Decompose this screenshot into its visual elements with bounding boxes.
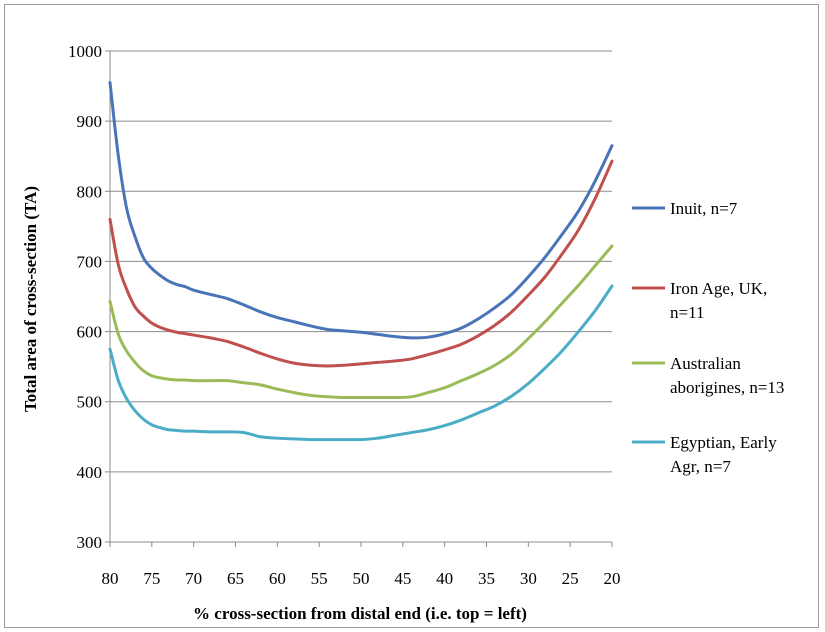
series-line-0 <box>108 81 614 340</box>
x-tick-label: 30 <box>520 569 537 588</box>
legend-label-2: Australian aborigines, n=13 <box>670 354 784 397</box>
x-tick-label: 65 <box>227 569 244 588</box>
x-tick-label: 25 <box>562 569 579 588</box>
x-tick-label: 35 <box>478 569 495 588</box>
y-tick-label: 700 <box>77 252 103 271</box>
x-tick-label: 80 <box>102 569 119 588</box>
series-line-1 <box>108 159 614 368</box>
y-tick-label: 600 <box>77 323 103 342</box>
series-line-3 <box>108 284 614 442</box>
gridlines <box>110 50 612 473</box>
y-axis-title: Total area of cross-section (TA) <box>21 186 40 412</box>
y-tick-label: 300 <box>77 533 103 552</box>
x-axis-title: % cross-section from distal end (i.e. to… <box>193 604 527 623</box>
x-tick-label: 70 <box>185 569 202 588</box>
legend-label-3: Egyptian, Early Agr, n=7 <box>670 433 777 476</box>
series-lines <box>108 81 614 442</box>
y-tick-label: 800 <box>77 182 103 201</box>
y-tick-label: 1000 <box>68 42 102 61</box>
legend-label-1: Iron Age, UK, n=11 <box>670 279 767 322</box>
series-line-2 <box>108 244 614 400</box>
axes: 300 400 500 600 700 800 900 1000 80 75 70 65 60 55 50 4… <box>68 42 621 588</box>
x-tick-label: 40 <box>436 569 453 588</box>
y-tick-label: 900 <box>77 112 103 131</box>
y-tick-label: 400 <box>77 463 103 482</box>
legend: Inuit, n=7 Iron Age, UK, n=11 Australian abo… <box>632 199 784 476</box>
chart-frame <box>4 4 819 628</box>
x-tick-label: 20 <box>604 569 621 588</box>
x-tick-label: 75 <box>143 569 160 588</box>
legend-label-0: Inuit, n=7 <box>670 199 738 218</box>
y-tick-label: 500 <box>77 393 103 412</box>
x-tick-label: 50 <box>353 569 370 588</box>
x-tick-label: 55 <box>311 569 328 588</box>
x-tick-label: 60 <box>269 569 286 588</box>
x-tick-label: 45 <box>394 569 411 588</box>
